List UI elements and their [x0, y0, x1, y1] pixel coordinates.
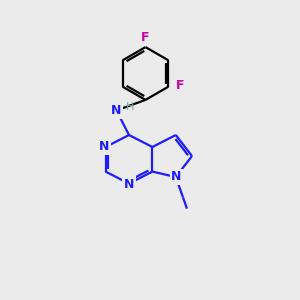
Text: F: F	[141, 31, 150, 44]
Text: F: F	[176, 79, 184, 92]
Text: N: N	[171, 170, 182, 184]
Text: N: N	[99, 140, 109, 154]
Text: N: N	[111, 104, 122, 117]
Text: H: H	[126, 102, 134, 112]
Text: N: N	[124, 178, 134, 191]
